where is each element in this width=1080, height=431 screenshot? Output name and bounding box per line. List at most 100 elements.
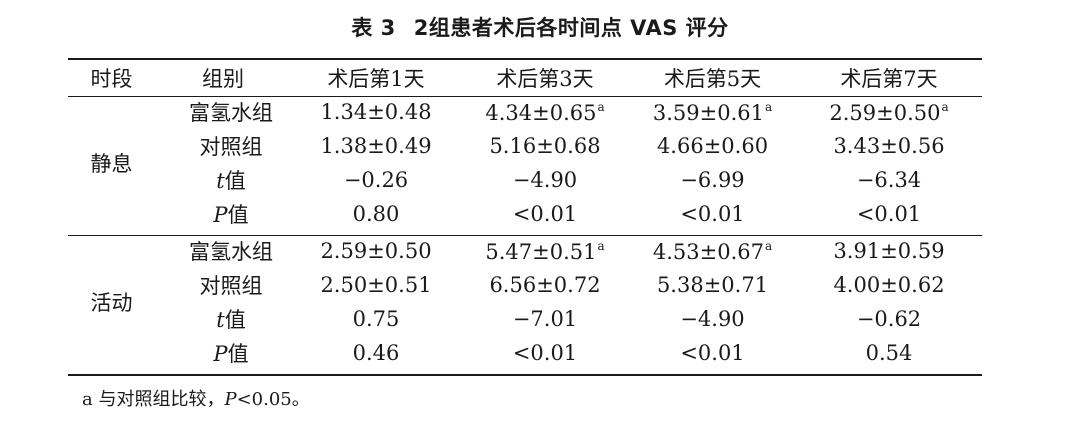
value-text: 2.59±0.50 — [320, 239, 432, 263]
table-title: 表 3 2组患者术后各时间点 VAS 评分 — [0, 12, 1080, 42]
vas-score-table: 时段 组别 术后第1天 术后第3天 术后第5天 术后第7天 静息 富氢水组 1.34… — [68, 61, 982, 370]
value-text: 1.34±0.48 — [320, 100, 432, 124]
value-text: 0.80 — [352, 202, 400, 226]
value-cell: <0.01 — [461, 336, 629, 370]
section-divider-rule — [68, 235, 982, 236]
value-cell: 3.43±0.56 — [796, 129, 982, 163]
value-text: 4.34±0.65 — [485, 100, 597, 125]
value-cell: 5.47±0.51a — [461, 234, 629, 268]
value-text: −0.26 — [343, 168, 409, 192]
group-label: 富氢水组 — [189, 240, 273, 264]
value-cell: 4.34±0.65a — [461, 95, 629, 129]
group-cell: 对照组 — [155, 268, 291, 302]
table-row: 静息 富氢水组 1.34±0.48 4.34±0.65a 3.59±0.61a 2.59±… — [68, 95, 982, 177]
header-row: 时段 组别 术后第1天 术后第3天 术后第5天 术后第7天 — [68, 61, 982, 95]
value-cell: −6.99 — [629, 163, 796, 197]
header-group: 组别 — [202, 67, 244, 91]
value-cell: 2.59±0.50 — [291, 234, 461, 268]
value-text: 4.00±0.62 — [833, 273, 945, 297]
group-label: 对照组 — [199, 135, 263, 159]
table-row: t值 −0.26 −4.90 −6.99 −6.34 — [68, 163, 982, 197]
value-cell: <0.01 — [629, 336, 796, 370]
value-cell: 3.91±0.59 — [796, 234, 982, 268]
value-cell: 5.38±0.71 — [629, 268, 796, 302]
value-cell: 0.75 — [291, 302, 461, 336]
value-text: −6.99 — [680, 168, 745, 192]
value-text: 0.54 — [865, 341, 913, 365]
value-cell: 6.56±0.72 — [461, 268, 629, 302]
header-rule — [68, 96, 982, 97]
significance-mark: a — [597, 238, 605, 253]
value-text: 4.66±0.60 — [656, 134, 769, 158]
bottom-rule — [68, 374, 982, 376]
value-cell: 1.34±0.48 — [291, 95, 461, 129]
value-text: 5.47±0.51 — [485, 239, 597, 264]
value-text: 5.16±0.68 — [489, 134, 601, 158]
header-day5: 术后第5天 — [663, 67, 762, 91]
table-caption: 2组患者术后各时间点 VAS 评分 — [413, 16, 729, 40]
group-cell: 富氢水组 — [155, 95, 291, 129]
group-cell: t值 — [155, 163, 291, 197]
value-cell: 3.59±0.61a — [629, 95, 796, 129]
table-row: t值 0.75 −7.01 −4.90 −0.62 — [68, 302, 982, 336]
value-text: 2.50±0.51 — [320, 273, 432, 297]
value-text: <0.01 — [512, 202, 578, 226]
group-label: 富氢水组 — [189, 101, 273, 125]
table-row: P值 0.46 <0.01 <0.01 0.54 — [68, 336, 982, 370]
group-cell: P值 — [155, 197, 291, 231]
group-cell: P值 — [155, 336, 291, 370]
value-cell: −0.62 — [796, 302, 982, 336]
header-day1: 术后第1天 — [327, 67, 425, 91]
value-text: −4.90 — [680, 307, 745, 331]
stat-symbol: t — [216, 169, 225, 193]
value-cell: 0.54 — [796, 336, 982, 370]
significance-mark: a — [764, 99, 773, 114]
value-cell: 4.66±0.60 — [629, 129, 796, 163]
footnote-prefix: a 与对照组比较， — [82, 389, 225, 410]
value-cell: <0.01 — [461, 197, 629, 231]
footnote-p-symbol: P — [224, 389, 237, 410]
value-cell: <0.01 — [796, 197, 982, 231]
value-text: 2.59±0.50 — [829, 100, 941, 125]
value-cell: 2.59±0.50a — [796, 95, 982, 129]
table-number: 表 3 — [351, 16, 396, 40]
value-cell: −7.01 — [461, 302, 629, 336]
value-cell: −4.90 — [629, 302, 796, 336]
value-text: −0.62 — [856, 307, 922, 331]
value-cell: 0.46 — [291, 336, 461, 370]
value-text: 0.46 — [352, 341, 400, 365]
significance-mark: a — [597, 99, 605, 114]
period-cell: 静息 — [90, 152, 133, 176]
footnote-suffix: <0.05。 — [236, 389, 310, 410]
group-label: 值 — [224, 308, 246, 332]
value-cell: 1.38±0.49 — [291, 129, 461, 163]
group-cell: 富氢水组 — [155, 234, 291, 268]
value-cell: <0.01 — [629, 197, 796, 231]
period-cell: 活动 — [90, 291, 133, 315]
value-text: 5.38±0.71 — [656, 273, 769, 297]
value-text: 6.56±0.72 — [489, 273, 601, 297]
stat-symbol: t — [216, 308, 225, 332]
top-rule — [68, 58, 982, 60]
group-cell: 对照组 — [155, 129, 291, 163]
group-label: 对照组 — [199, 274, 263, 298]
value-text: 3.91±0.59 — [833, 239, 945, 263]
value-text: 0.75 — [352, 307, 400, 331]
table-row: P值 0.80 <0.01 <0.01 <0.01 — [68, 197, 982, 231]
value-cell: −0.26 — [291, 163, 461, 197]
value-text: 1.38±0.49 — [320, 134, 432, 158]
table-row: 对照组 1.38±0.49 5.16±0.68 4.66±0.60 3.43±0.56 — [68, 129, 982, 163]
value-cell: 0.80 — [291, 197, 461, 231]
table-row: 活动 富氢水组 2.59±0.50 5.47±0.51a 4.53±0.67 a 3.91±… — [68, 234, 982, 316]
significance-mark: a — [941, 99, 949, 114]
value-text: 4.53±0.67 — [652, 239, 764, 264]
value-text: <0.01 — [680, 202, 745, 226]
value-text: <0.01 — [512, 341, 578, 365]
value-cell: 4.00±0.62 — [796, 268, 982, 302]
value-cell: −4.90 — [461, 163, 629, 197]
value-text: <0.01 — [856, 202, 922, 226]
group-label: 值 — [227, 342, 249, 366]
value-cell: 2.50±0.51 — [291, 268, 461, 302]
group-label: 值 — [224, 169, 246, 193]
value-text: −6.34 — [856, 168, 922, 192]
